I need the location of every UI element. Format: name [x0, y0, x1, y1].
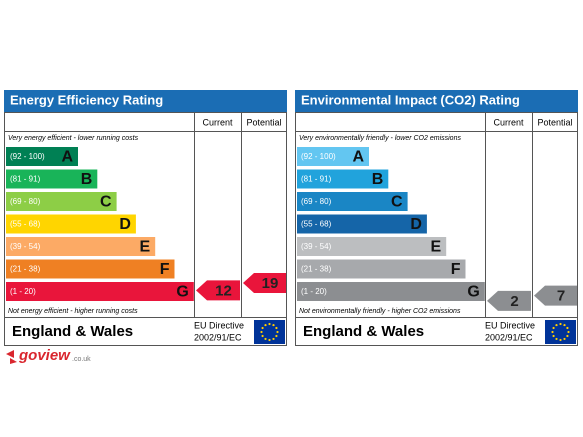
eu-star	[268, 322, 271, 326]
eu-star	[563, 323, 566, 327]
rating-band	[6, 147, 78, 166]
score-arrow	[196, 280, 240, 301]
logo-suffix: .co.uk	[72, 356, 91, 363]
eu-star	[566, 326, 569, 330]
directive: 2002/91/EC	[194, 332, 242, 342]
band-letter: B	[372, 171, 384, 188]
eu-star	[275, 326, 278, 330]
band-letter: D	[119, 216, 131, 233]
eu-star	[552, 326, 555, 330]
column-header: Potential	[537, 117, 572, 127]
band-range: (92 - 100)	[10, 152, 45, 161]
eu-star	[272, 323, 275, 327]
header-bar	[295, 90, 578, 112]
column-header: Potential	[246, 117, 281, 127]
eu-star	[264, 323, 267, 327]
band-letter: E	[431, 239, 442, 256]
band-range: (21 - 38)	[301, 265, 332, 274]
eu-star	[261, 326, 264, 330]
band-letter: A	[61, 149, 73, 166]
eu-star	[272, 337, 275, 341]
logo: goview .co.uk	[6, 347, 91, 364]
rating-band	[6, 237, 156, 256]
rating-band	[6, 214, 136, 234]
score-arrow	[243, 273, 286, 294]
rating-band	[6, 259, 175, 279]
eu-star	[552, 334, 555, 338]
band-range: (55 - 68)	[10, 220, 41, 229]
score-value: 2	[510, 293, 518, 310]
directive: EU Directive	[485, 320, 535, 330]
rating-band	[297, 282, 485, 301]
rating-band	[6, 282, 194, 301]
band-letter: C	[100, 194, 112, 211]
rating-band	[297, 192, 408, 211]
band-letter: D	[410, 216, 422, 233]
eu-star	[559, 322, 562, 326]
bottom-note: Not energy efficient - higher running co…	[8, 308, 138, 315]
band-letter: E	[140, 239, 151, 256]
directive: EU Directive	[194, 320, 244, 330]
band-range: (55 - 68)	[301, 220, 332, 229]
eu-star	[264, 337, 267, 341]
panel-title: Energy Efficiency Rating	[10, 92, 163, 107]
directive: 2002/91/EC	[485, 332, 533, 342]
eu-star	[276, 330, 279, 334]
bottom-note: Not environmentally friendly - higher CO…	[299, 308, 461, 315]
score-value: 7	[557, 288, 565, 305]
band-range: (1 - 20)	[10, 287, 36, 296]
band-letter: G	[467, 284, 479, 301]
rating-band	[297, 259, 466, 279]
rating-band	[297, 237, 447, 256]
band-range: (39 - 54)	[301, 242, 332, 251]
band-range: (92 - 100)	[301, 152, 336, 161]
panel-title: Environmental Impact (CO2) Rating	[301, 92, 520, 107]
footer-region: England & Wales	[12, 323, 133, 340]
eu-star	[555, 337, 558, 341]
eu-star	[563, 337, 566, 341]
logo-text: goview	[18, 347, 71, 364]
band-range: (69 - 80)	[301, 197, 332, 206]
band-letter: B	[81, 171, 93, 188]
header-bar	[4, 90, 287, 112]
band-letter: G	[176, 284, 188, 301]
score-arrow	[534, 285, 577, 306]
eu-star	[567, 330, 570, 334]
band-range: (69 - 80)	[10, 197, 41, 206]
top-note: Very energy efficient - lower running co…	[8, 135, 139, 142]
column-header: Current	[202, 117, 233, 127]
band-letter: C	[391, 194, 403, 211]
eu-star	[559, 338, 562, 342]
band-letter: A	[352, 149, 364, 166]
eu-star	[260, 330, 263, 334]
eu-star	[268, 338, 271, 342]
rating-band	[297, 214, 427, 234]
footer-region: England & Wales	[303, 323, 424, 340]
rating-band	[6, 192, 117, 211]
score-value: 12	[215, 282, 232, 299]
rating-band	[6, 169, 98, 189]
top-note: Very environmentally friendly - lower CO…	[299, 135, 461, 142]
eu-star	[551, 330, 554, 334]
rating-band	[297, 147, 369, 166]
eu-star	[261, 334, 264, 338]
band-range: (81 - 91)	[10, 175, 41, 184]
logo-icon	[6, 350, 17, 364]
rating-band	[297, 169, 389, 189]
band-range: (81 - 91)	[301, 175, 332, 184]
band-letter: F	[451, 261, 461, 278]
column-header: Current	[493, 117, 524, 127]
score-value: 19	[262, 275, 279, 292]
eu-star	[275, 334, 278, 338]
band-letter: F	[160, 261, 170, 278]
score-arrow	[487, 290, 531, 311]
band-range: (1 - 20)	[301, 287, 327, 296]
band-range: (21 - 38)	[10, 265, 41, 274]
eu-star	[566, 334, 569, 338]
band-range: (39 - 54)	[10, 242, 41, 251]
eu-star	[555, 323, 558, 327]
